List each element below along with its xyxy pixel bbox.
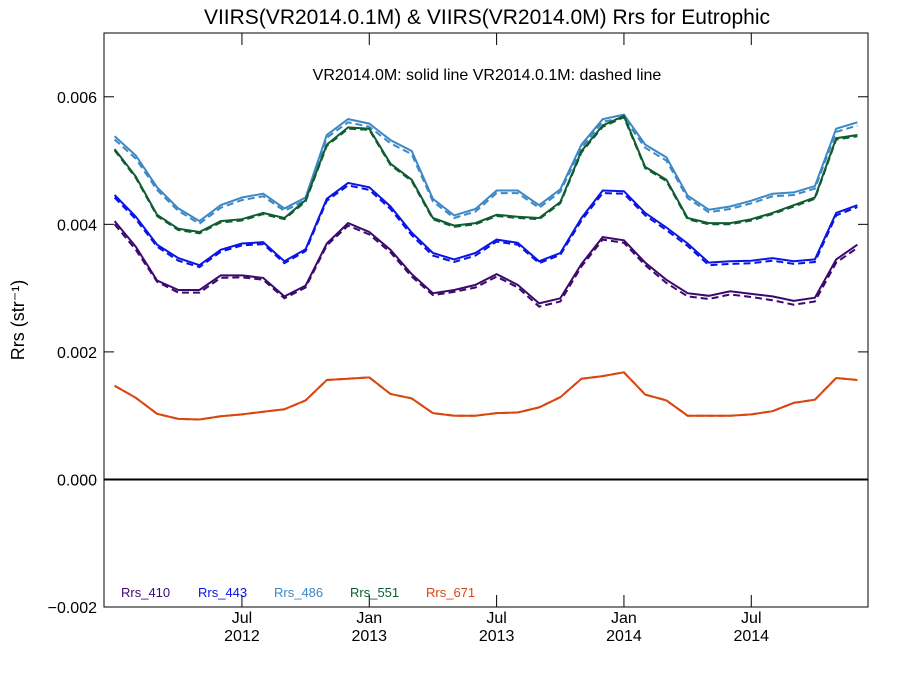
series-rrs-443-solid-line [113, 181, 858, 267]
plot-frame [103, 32, 869, 608]
series-rrs-486-dashed-line [113, 116, 858, 225]
series-rrs-671-dashed-line [114, 371, 858, 421]
y-tick-label: 0.002 [57, 345, 97, 362]
legend-entry: Rrs_671 [426, 585, 475, 600]
y-tick-label: −0.002 [48, 600, 97, 617]
x-tick-year-label: 2013 [351, 628, 387, 645]
series-rrs-410-solid-line [113, 220, 858, 305]
series-rrs-551-dashed-line [113, 115, 858, 235]
legend-entry: Rrs_486 [274, 585, 323, 600]
x-tick-year-label: 2014 [733, 628, 769, 645]
x-tick-month-label: Jan [611, 610, 637, 627]
x-tick-month-label: Jul [741, 610, 761, 627]
x-tick-month-label: Jan [356, 610, 382, 627]
series-rrs-486-solid-line [113, 113, 858, 223]
series-rrs-410-dashed-line [113, 223, 858, 308]
line-style-note: VR2014.0M: solid line VR2014.0.1M: dashe… [313, 67, 662, 84]
legend-entry: Rrs_410 [121, 585, 170, 600]
y-tick-label: 0.006 [57, 90, 97, 107]
x-tick-year-label: 2014 [606, 628, 642, 645]
legend-entry: Rrs_551 [350, 585, 399, 600]
x-tick-year-label: 2012 [224, 628, 260, 645]
series-rrs-551-solid-line [113, 114, 858, 234]
y-axis-label: Rrs (str⁻¹) [8, 280, 28, 360]
x-tick-month-label: Jul [486, 610, 506, 627]
series-rrs-443-dashed-line [113, 184, 858, 269]
x-tick-month-label: Jul [232, 610, 252, 627]
y-tick-label: 0.004 [57, 217, 97, 234]
x-tick-year-label: 2013 [479, 628, 515, 645]
series-rrs-671-solid-line [114, 371, 858, 421]
legend-entry: Rrs_443 [198, 585, 247, 600]
chart-title: VIIRS(VR2014.0.1M) & VIIRS(VR2014.0M) Rr… [204, 6, 770, 29]
y-tick-label: 0.000 [57, 472, 97, 489]
